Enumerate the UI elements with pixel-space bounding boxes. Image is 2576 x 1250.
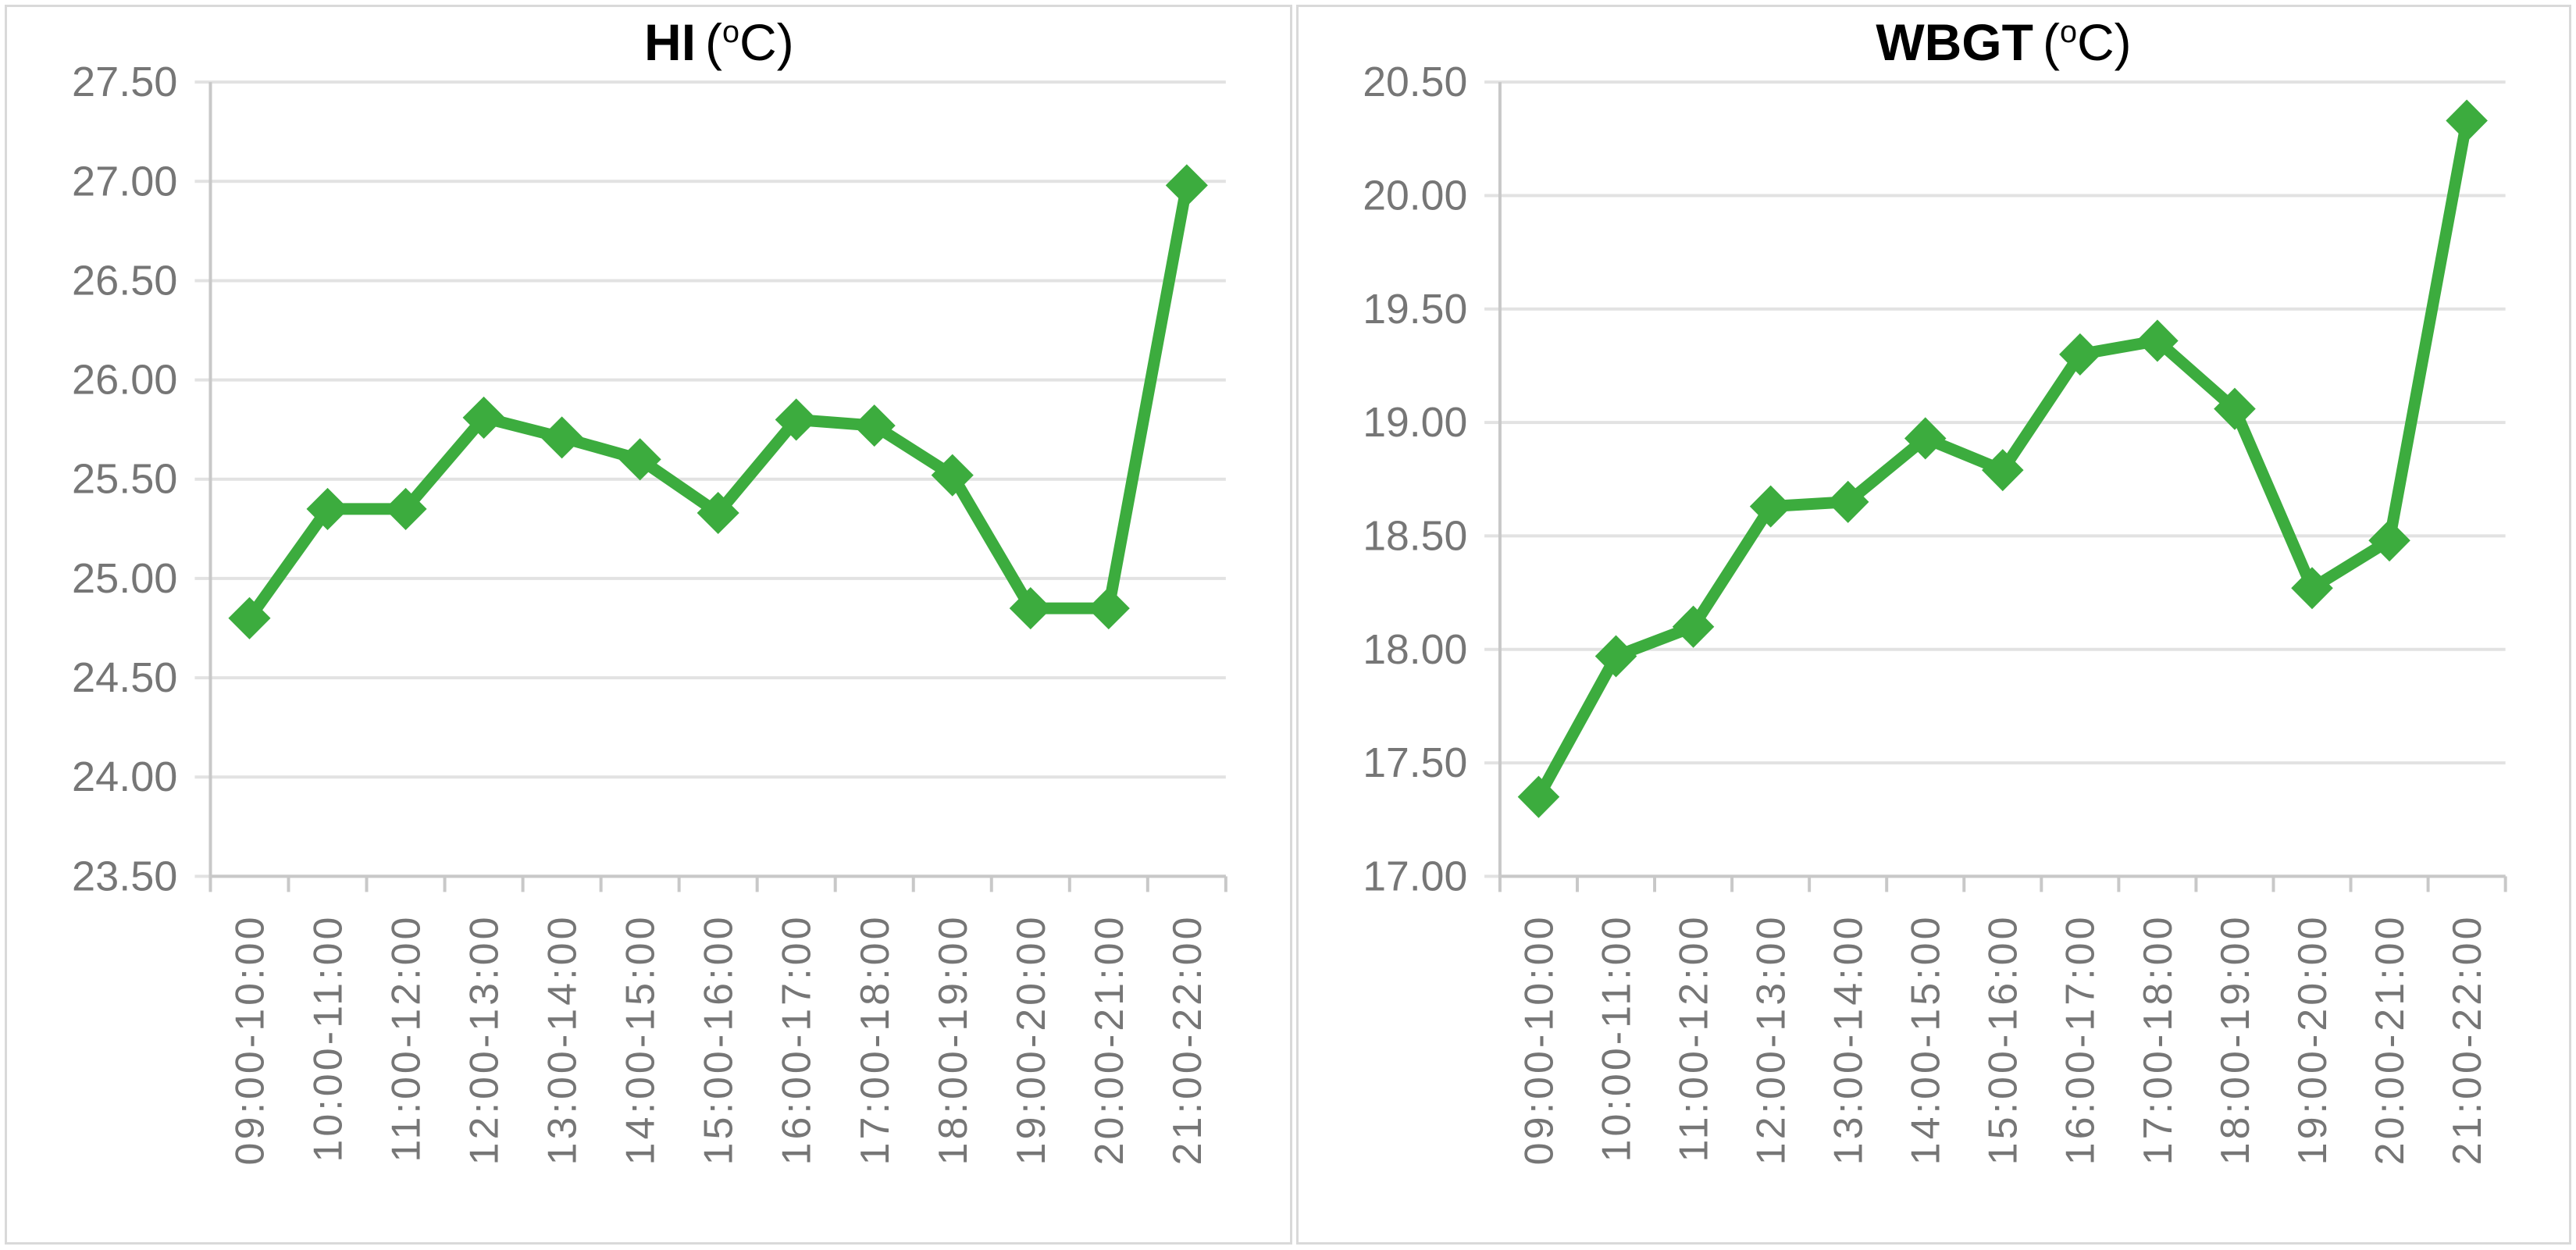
y-axis-tick-label: 17.00 — [1363, 853, 1467, 899]
y-axis-tick-label: 25.00 — [72, 555, 177, 602]
data-point-marker — [2291, 567, 2333, 610]
y-axis-tick-label: 19.00 — [1363, 399, 1467, 446]
y-axis-tick-label: 26.50 — [72, 257, 177, 304]
data-point-marker — [2059, 333, 2101, 376]
y-axis-tick-label: 19.50 — [1363, 286, 1467, 333]
x-axis-category-label: 20:00-21:00 — [1087, 913, 1132, 1165]
data-point-marker — [2136, 319, 2179, 362]
x-axis-category-label: 18:00-19:00 — [931, 913, 976, 1165]
data-point-marker — [1165, 164, 1208, 207]
x-axis-category-label: 13:00-14:00 — [540, 913, 586, 1165]
x-axis-category-label: 16:00-17:00 — [2058, 913, 2103, 1165]
x-axis-category-label: 10:00-11:00 — [1594, 913, 1639, 1162]
chart-canvas-wbgt: 20.50 20.00 19.50 19.00 18.50 18.00 17.50 17.00… — [1363, 59, 2507, 1165]
data-point-marker — [1087, 587, 1130, 630]
x-axis-category-label: 11:00-12:00 — [1671, 913, 1716, 1162]
unit-open-paren: ( — [2042, 13, 2060, 71]
x-axis-category-label: 14:00-15:00 — [1903, 913, 1948, 1165]
data-point-marker — [1009, 587, 1052, 630]
x-axis-category-label: 15:00-16:00 — [697, 913, 742, 1165]
data-point-marker — [384, 487, 427, 530]
data-point-marker — [618, 438, 661, 481]
data-point-marker — [2214, 387, 2256, 430]
chart-title-wbgt-text: WBGT — [1876, 13, 2033, 71]
degree-superscript: o — [2059, 15, 2077, 49]
chart-title-hi: HI (oC) — [644, 13, 794, 73]
y-axis-tick-label: 20.50 — [1363, 59, 1467, 105]
y-axis-tick-label: 24.50 — [72, 654, 177, 701]
chart-panel-hi: HI (oC) 27.50 27.00 26.50 26.00 25.50 25.00 24.… — [5, 5, 1292, 1245]
chart-title-wbgt: WBGT (oC) — [1876, 13, 2131, 73]
x-axis-category-label: 09:00-10:00 — [1516, 913, 1562, 1165]
data-point-marker — [1904, 417, 1947, 460]
data-point-marker — [2368, 519, 2410, 562]
data-point-marker — [1672, 605, 1715, 648]
chart-title-hi-unit: (oC) — [705, 13, 794, 71]
x-axis-category-label: 17:00-18:00 — [2135, 913, 2180, 1165]
data-point-marker — [697, 491, 739, 535]
x-axis-category-label: 15:00-16:00 — [1980, 913, 2026, 1165]
x-axis-category-label: 11:00-12:00 — [384, 913, 429, 1162]
x-axis-category-label: 19:00-20:00 — [1009, 913, 1054, 1165]
degree-superscript: o — [722, 15, 740, 49]
x-axis-category-label: 10:00-11:00 — [306, 913, 351, 1162]
y-axis-tick-label: 27.00 — [72, 158, 177, 205]
x-axis-category-label: 17:00-18:00 — [853, 913, 898, 1165]
data-point-marker — [1749, 485, 1792, 528]
unit-open-paren: ( — [705, 13, 723, 71]
x-axis-category-label: 21:00-22:00 — [2444, 913, 2489, 1165]
x-axis-category-label: 12:00-13:00 — [1748, 913, 1794, 1165]
unit-close: C) — [2076, 13, 2132, 71]
y-axis-tick-label: 18.00 — [1363, 626, 1467, 673]
data-point-marker — [2446, 99, 2488, 142]
y-axis-tick-label: 18.50 — [1363, 512, 1467, 559]
data-point-marker — [775, 398, 818, 441]
x-axis-category-label: 14:00-15:00 — [618, 913, 664, 1165]
chart-title-hi-text: HI — [644, 13, 697, 71]
chart-panel-wbgt: WBGT (oC) 20.50 20.00 19.50 19.00 18.50 18.00 1… — [1296, 5, 2571, 1245]
data-point-marker — [1594, 635, 1637, 678]
y-axis-tick-label: 23.50 — [72, 853, 177, 899]
x-axis-category-label: 16:00-17:00 — [775, 913, 820, 1165]
chart-canvas-hi: 27.50 27.00 26.50 26.00 25.50 25.00 24.50 24.00… — [72, 59, 1227, 1165]
x-axis-category-label: 20:00-21:00 — [2367, 913, 2412, 1165]
data-point-marker — [931, 454, 974, 497]
data-point-marker — [1982, 449, 2024, 492]
x-axis-category-label: 21:00-22:00 — [1165, 913, 1210, 1165]
unit-close: C) — [739, 13, 794, 71]
data-point-marker — [540, 416, 583, 459]
x-axis-category-label: 19:00-20:00 — [2289, 913, 2335, 1165]
data-point-marker — [462, 396, 505, 439]
y-axis-tick-label: 26.00 — [72, 357, 177, 404]
y-axis-tick-label: 27.50 — [72, 59, 177, 105]
x-axis-category-label: 09:00-10:00 — [228, 913, 273, 1165]
data-point-marker — [1826, 480, 1869, 523]
y-axis-tick-label: 24.00 — [72, 753, 177, 800]
x-axis-category-label: 18:00-19:00 — [2212, 913, 2257, 1165]
y-axis-tick-label: 17.50 — [1363, 739, 1467, 786]
chart-title-wbgt-unit: (oC) — [2043, 13, 2132, 71]
x-axis-category-label: 13:00-14:00 — [1826, 913, 1871, 1165]
y-axis-tick-label: 25.50 — [72, 456, 177, 503]
y-axis-tick-label: 20.00 — [1363, 172, 1467, 219]
series-line — [243, 179, 1193, 625]
x-axis-category-label: 12:00-13:00 — [462, 913, 508, 1165]
